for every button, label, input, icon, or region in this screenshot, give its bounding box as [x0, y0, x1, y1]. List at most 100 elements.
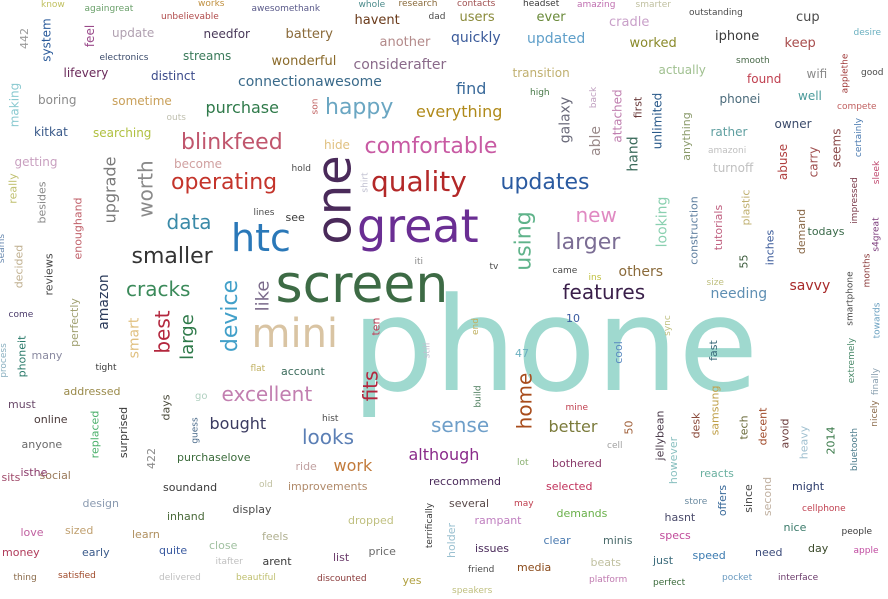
- cloud-word: best: [150, 310, 175, 354]
- cloud-word: screen: [275, 255, 449, 315]
- cloud-word: work: [333, 456, 373, 475]
- cloud-word: day: [808, 541, 829, 555]
- cloud-word: reacts: [700, 466, 734, 480]
- cloud-word: able: [587, 126, 604, 156]
- cloud-word: iphone: [715, 28, 760, 44]
- cloud-word: found: [747, 72, 782, 86]
- cloud-word: distinct: [151, 69, 196, 83]
- cloud-word: clear: [543, 533, 571, 547]
- cloud-word: actually: [658, 63, 706, 77]
- cloud-word: online: [34, 412, 68, 426]
- cloud-word: considerafter: [353, 57, 447, 73]
- cloud-word: end: [470, 317, 481, 335]
- cloud-word: decent: [756, 407, 770, 445]
- cloud-word: avoid: [778, 417, 792, 449]
- cloud-word: anyone: [21, 437, 63, 451]
- cloud-word: demands: [556, 506, 608, 520]
- cloud-word: unlimited: [649, 92, 664, 150]
- cloud-word: isthe: [20, 465, 48, 479]
- cloud-word: really: [6, 172, 20, 204]
- cloud-word: interface: [778, 572, 819, 583]
- cloud-word: still: [422, 342, 433, 358]
- cloud-word: fits: [357, 370, 382, 402]
- cloud-word: flat: [250, 363, 266, 374]
- cloud-word: contacts: [457, 0, 496, 9]
- cloud-word: pocket: [722, 572, 753, 583]
- cloud-word: 55: [737, 254, 751, 268]
- cloud-word: awesomethank: [251, 3, 321, 14]
- cloud-word: beats: [590, 555, 622, 569]
- cloud-word: comfortable: [364, 134, 498, 159]
- cloud-word: 422: [144, 447, 158, 469]
- cloud-word: quickly: [451, 30, 501, 46]
- cloud-word: galaxy: [556, 96, 573, 144]
- cloud-word: upgrade: [99, 156, 119, 224]
- cloud-word: early: [82, 545, 110, 559]
- cloud-word: better: [548, 417, 598, 436]
- cloud-word: everything: [416, 102, 503, 121]
- cloud-word: go: [195, 391, 208, 402]
- cloud-word: rampant: [474, 513, 522, 527]
- cloud-word: todays: [807, 224, 845, 238]
- cloud-word: reviews: [42, 252, 56, 296]
- cloud-word: anything: [679, 111, 693, 161]
- cloud-word: users: [459, 9, 495, 25]
- cloud-word: cellphone: [802, 503, 846, 514]
- cloud-word: research: [398, 0, 438, 9]
- cloud-word: since: [741, 483, 755, 513]
- cloud-word: hist: [322, 413, 339, 424]
- cloud-word: ins: [588, 272, 602, 283]
- cloud-word: purchase: [205, 98, 279, 117]
- cloud-word: 2014: [824, 426, 838, 454]
- cloud-word: platform: [589, 574, 628, 585]
- cloud-word: kitkat: [34, 125, 68, 139]
- cloud-word: sense: [431, 413, 490, 437]
- cloud-word: demand: [794, 208, 808, 254]
- cloud-word: searching: [93, 126, 152, 140]
- cloud-word: electronics: [99, 52, 149, 63]
- cloud-word: looking: [653, 196, 670, 248]
- cloud-word: connectionawesome: [238, 74, 382, 90]
- cloud-word: phonei: [719, 92, 761, 106]
- cloud-word: learn: [132, 527, 160, 541]
- cloud-word: several: [449, 496, 490, 510]
- cloud-word: discounted: [317, 573, 367, 584]
- cloud-word: come: [8, 309, 34, 320]
- cloud-word: 442: [17, 27, 31, 49]
- cloud-word: battery: [285, 26, 333, 42]
- cloud-word: seams: [0, 233, 7, 263]
- cloud-word: specs: [659, 528, 691, 542]
- cloud-word: 10: [566, 311, 580, 325]
- cloud-word: abuse: [776, 143, 791, 181]
- cloud-word: bought: [209, 414, 267, 433]
- cloud-word: offers: [715, 484, 729, 516]
- cloud-word: blinkfeed: [181, 130, 283, 155]
- cloud-word: new: [575, 203, 617, 227]
- cloud-word: purchaselove: [177, 450, 251, 464]
- cloud-word: size: [706, 277, 724, 288]
- cloud-word: turnoff: [713, 161, 754, 175]
- cloud-word: carry: [805, 146, 820, 178]
- cloud-word: 47: [515, 346, 529, 360]
- cloud-word: hide: [324, 138, 350, 152]
- cloud-word: speed: [692, 548, 726, 562]
- cloud-word: quality: [371, 165, 467, 198]
- cloud-word: home: [511, 372, 536, 430]
- cloud-word: updates: [500, 170, 590, 195]
- cloud-word: samsung: [708, 385, 722, 435]
- cloud-word: nice: [783, 520, 807, 534]
- cloud-word: money: [2, 545, 40, 559]
- cloud-word: however: [666, 436, 680, 484]
- cloud-word: iti: [414, 256, 424, 267]
- cloud-word: enoughand: [71, 196, 85, 260]
- cloud-word: first: [631, 96, 645, 118]
- cloud-word: desk: [689, 412, 703, 438]
- cloud-word: updated: [527, 31, 586, 47]
- cloud-word: bluetooth: [849, 427, 860, 471]
- cloud-word: perfectly: [67, 297, 81, 347]
- cloud-word: media: [517, 560, 552, 574]
- cloud-word: desire: [853, 27, 881, 38]
- cloud-word: worth: [133, 160, 158, 218]
- cloud-word: features: [562, 280, 646, 304]
